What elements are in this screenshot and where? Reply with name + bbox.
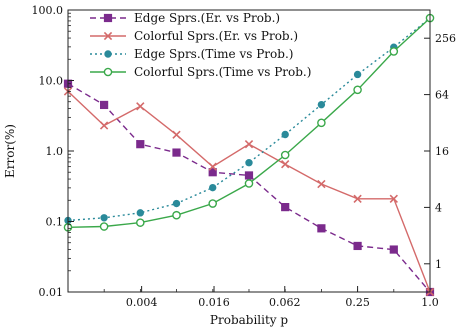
x-tick-label: 1.0 xyxy=(421,296,439,309)
series-point xyxy=(208,199,218,208)
series-point xyxy=(135,218,145,227)
series-point xyxy=(353,194,362,203)
series-point xyxy=(317,100,326,109)
series-point xyxy=(136,140,145,149)
legend-entry: Edge Sprs.(Er. vs Prob.) xyxy=(90,11,280,25)
series-point xyxy=(317,179,326,189)
series-line xyxy=(67,90,431,293)
y-tick-label: 0.01 xyxy=(39,286,64,299)
y2-tick-label: 256 xyxy=(435,32,456,45)
series-point xyxy=(317,224,326,233)
legend-label: Colorful Sprs.(Time vs Prob.) xyxy=(134,65,311,79)
series-point xyxy=(389,194,398,203)
legend: Edge Sprs.(Er. vs Prob.) Colorful Sprs.(E… xyxy=(90,11,311,79)
series-point xyxy=(281,130,289,139)
legend-label: Edge Sprs.(Time vs Prob.) xyxy=(134,47,293,61)
series-point xyxy=(389,47,399,56)
series-point xyxy=(99,100,109,110)
series-point xyxy=(208,168,217,177)
legend-marker xyxy=(103,13,113,23)
y-axis-label: Error(%) xyxy=(3,124,17,178)
series-point xyxy=(209,183,217,192)
legend-label: Edge Sprs.(Er. vs Prob.) xyxy=(134,11,280,25)
legend-entry: Edge Sprs.(Time vs Prob.) xyxy=(90,47,293,61)
series-point xyxy=(99,222,109,231)
series-point xyxy=(136,209,144,217)
series-point xyxy=(208,162,217,171)
y-tick-label: 100.0 xyxy=(32,4,64,17)
series-point xyxy=(389,245,398,254)
y2-tick-label: 4 xyxy=(435,201,442,214)
axes-layer: 0.01 0.1 1.0 10.0 100.0 1 4 16 64 256 0.004 0.016 0.… xyxy=(32,4,457,309)
series-2 xyxy=(63,87,435,297)
x-axis-label: Probability p xyxy=(210,313,288,327)
series-point xyxy=(172,148,181,157)
series-point xyxy=(136,102,145,111)
series-point xyxy=(353,241,362,251)
series-point xyxy=(99,121,109,130)
series-point xyxy=(172,130,181,139)
x-tick-label: 0.062 xyxy=(269,296,301,309)
series-point xyxy=(244,140,254,149)
legend-label: Colorful Sprs.(Er. vs Prob.) xyxy=(134,29,298,43)
series-4 xyxy=(63,13,435,232)
x-tick-label: 0.016 xyxy=(198,296,230,309)
legend-entry: Colorful Sprs.(Er. vs Prob.) xyxy=(90,29,298,43)
y2-tick-label: 64 xyxy=(435,89,449,102)
series-point xyxy=(353,85,362,95)
x-tick-label: 0.25 xyxy=(345,296,370,309)
series-point xyxy=(281,203,290,212)
legend-marker xyxy=(104,50,112,58)
y2-tick-label: 1 xyxy=(435,258,442,271)
y2-tick-label: 16 xyxy=(435,145,449,158)
series-point xyxy=(244,171,254,180)
y-tick-label: 10.0 xyxy=(39,75,64,88)
series-point xyxy=(100,214,108,222)
series-point xyxy=(244,179,254,188)
y-tick-label: 1.0 xyxy=(46,145,64,158)
series-point xyxy=(172,210,181,220)
series-point xyxy=(245,159,253,167)
x-tick-label: 0.004 xyxy=(126,296,158,309)
legend-entry: Colorful Sprs.(Time vs Prob.) xyxy=(90,65,311,79)
legend-marker xyxy=(103,67,113,77)
series-point xyxy=(317,118,326,128)
series-line xyxy=(67,17,431,222)
series-point xyxy=(281,160,290,169)
series-point xyxy=(353,70,362,79)
series-1 xyxy=(63,79,435,297)
legend-marker xyxy=(103,31,113,41)
y-tick-label: 0.1 xyxy=(46,216,64,229)
series-point xyxy=(280,150,290,160)
series-line xyxy=(67,83,431,293)
series-point xyxy=(172,199,181,208)
